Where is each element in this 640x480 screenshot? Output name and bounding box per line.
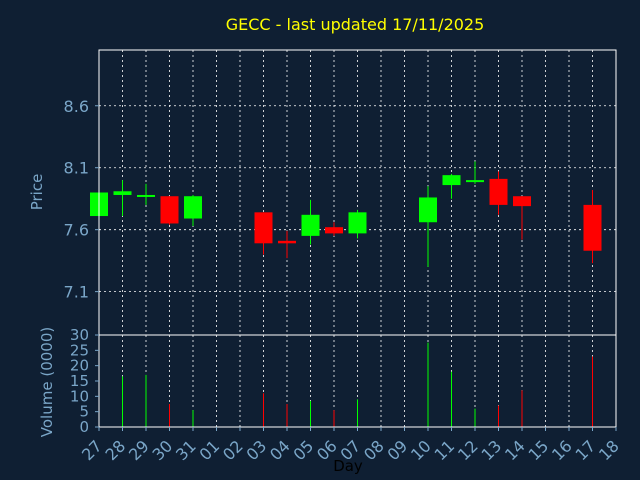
grid-lines [99,50,616,427]
price-plot-frame [98,49,617,336]
candle-29 [137,183,155,205]
candle-07 [348,209,367,239]
candle-28 [113,180,132,217]
price-tick-label: 8.1 [64,159,89,178]
price-axis-label: Price [28,174,46,211]
candle-body [489,178,508,205]
chart-title: GECC - last updated 17/11/2025 [226,15,485,34]
candle-04 [278,230,296,259]
candle-body [442,175,461,186]
candle-body [137,194,155,197]
price-tick-label: 7.1 [64,283,89,302]
candle-body [301,214,320,236]
candle-12 [466,161,484,184]
candle-17 [583,190,602,264]
candle-body [113,191,132,195]
candle-10 [419,186,437,267]
volume-tick-label: 25 [70,341,89,359]
candle-13 [489,171,508,215]
candle-05 [301,199,320,245]
volume-axis-label: Volume (0000) [38,327,56,437]
volume-tick-label: 5 [79,403,89,421]
candle-body [348,212,367,234]
volume-tick-label: 15 [70,372,89,390]
volume-bars [122,342,593,427]
volume-tick-label: 30 [70,326,89,344]
candle-body [419,197,437,223]
price-axis-ticks: 7.1 7.6 8.1 8.6 [64,97,99,302]
candle-14 [513,196,531,240]
candle-11 [442,173,461,199]
x-axis-label: Day [333,457,363,475]
candle-body [466,180,484,183]
candle-03 [254,212,273,255]
candle-30 [160,196,179,225]
candle-body [184,196,202,219]
candle-body [513,196,531,207]
price-tick-label: 8.6 [64,97,89,116]
volume-tick-label: 20 [70,357,89,375]
volume-tick-label: 0 [79,418,89,436]
candle-body [325,227,343,234]
candle-31 [184,194,202,226]
price-tick-label: 7.6 [64,221,89,240]
candle-body [254,212,273,244]
x-tick-label: 18 [595,436,623,464]
candle-body [278,240,296,244]
candle-06 [325,222,343,236]
candle-body [160,196,179,224]
candle-body [583,204,602,251]
volume-tick-label: 10 [70,387,89,405]
candles [90,161,602,267]
